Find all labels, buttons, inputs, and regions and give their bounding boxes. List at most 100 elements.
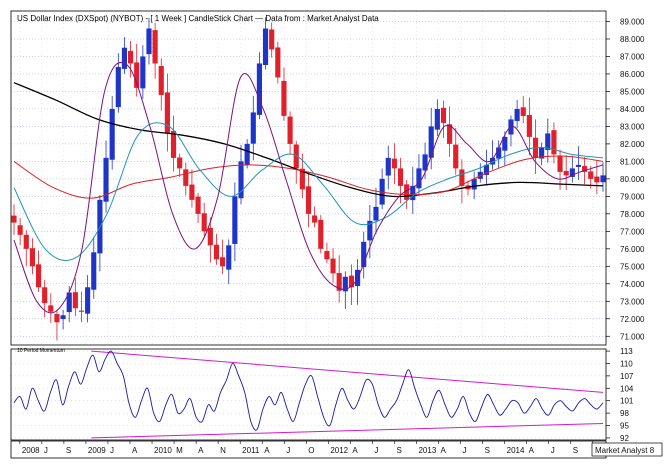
- time-tick-label: 2008: [22, 446, 40, 455]
- candle: [201, 202, 207, 237]
- candle: [103, 140, 109, 213]
- momentum-grid: [11, 350, 606, 439]
- candle: [489, 140, 496, 170]
- candle: [471, 171, 477, 200]
- candle: [293, 140, 299, 184]
- candle: [177, 153, 183, 177]
- momentum-title: 10 Period Momentum: [17, 348, 65, 354]
- price-tick-label: 76.000: [620, 245, 645, 254]
- candle: [17, 217, 23, 246]
- ma-teal-line: [13, 122, 604, 261]
- price-axis: 89.000 88.000 87.000 86.000 85.000 84.000 83.0…: [606, 17, 645, 341]
- time-tick-label: J: [551, 446, 555, 455]
- candle: [453, 128, 459, 175]
- ma-purple-line: [13, 62, 604, 314]
- candle: [330, 248, 336, 283]
- candle: [459, 159, 465, 204]
- candle: [483, 149, 490, 186]
- momentum-series-line: [13, 350, 604, 431]
- momentum-tick-label: 92: [620, 434, 629, 443]
- upper-trendline: [91, 350, 604, 393]
- time-tick-label: S: [485, 446, 490, 455]
- time-tick-label: S: [396, 446, 401, 455]
- candle: [569, 155, 575, 183]
- market-analyst-badge: Market Analyst 8: [591, 442, 663, 457]
- moving-averages: [13, 62, 604, 314]
- candle: [532, 119, 539, 175]
- momentum-tick-label: 101: [620, 397, 634, 406]
- price-tick-label: 84.000: [620, 105, 645, 114]
- time-tick-label: J: [286, 446, 290, 455]
- candle: [48, 293, 54, 323]
- candle: [367, 204, 373, 259]
- momentum-frame: [10, 348, 607, 441]
- candle: [238, 144, 244, 205]
- price-tick-label: 75.000: [620, 262, 645, 271]
- time-tick-label: A: [132, 446, 138, 455]
- price-tick-label: 85.000: [620, 87, 645, 96]
- price-tick-label: 72.000: [620, 315, 645, 324]
- candle: [269, 22, 275, 58]
- price-tick-label: 71.000: [620, 332, 645, 341]
- candle: [397, 157, 404, 204]
- time-tick-label: A: [264, 446, 270, 455]
- candle: [195, 193, 201, 224]
- candle: [526, 97, 532, 156]
- time-tick-label: A: [441, 446, 447, 455]
- time-tick-label: 2013: [418, 446, 436, 455]
- candle: [336, 255, 342, 303]
- price-tick-label: 79.000: [620, 192, 645, 201]
- candle: [146, 17, 152, 65]
- candle: [170, 115, 177, 172]
- candle: [54, 309, 60, 341]
- time-tick-label: 2012: [330, 446, 348, 455]
- price-tick-label: 88.000: [620, 35, 645, 44]
- candle: [416, 154, 422, 195]
- candle: [183, 162, 189, 196]
- time-tick-label: 2011: [242, 446, 260, 455]
- time-tick-label: J: [463, 446, 467, 455]
- momentum-tick-label: 104: [620, 384, 634, 393]
- price-pane-border: [10, 10, 607, 346]
- momentum-tick-label: 113: [620, 347, 633, 356]
- candle: [189, 169, 195, 208]
- price-tick-label: 73.000: [620, 297, 645, 306]
- candle: [305, 171, 312, 228]
- candle: [164, 73, 170, 152]
- candle: [312, 206, 318, 228]
- ma-black-line: [13, 82, 604, 198]
- candle: [477, 163, 483, 183]
- momentum-trendlines: [91, 350, 604, 439]
- lower-trendline: [91, 422, 604, 439]
- candle: [72, 278, 78, 317]
- candle: [29, 238, 35, 275]
- candle: [158, 58, 164, 111]
- candle: [91, 236, 97, 299]
- candle: [250, 95, 256, 161]
- time-tick-label: J: [110, 446, 114, 455]
- candle: [391, 143, 397, 185]
- candle: [134, 43, 140, 97]
- price-tick-label: 82.000: [620, 140, 645, 149]
- price-tick-label: 77.000: [620, 227, 645, 236]
- price-tick-label: 74.000: [620, 280, 645, 289]
- candle: [318, 215, 324, 254]
- time-tick-label: J: [374, 446, 378, 455]
- candle: [35, 250, 42, 292]
- price-tick-label: 89.000: [620, 17, 645, 26]
- candle: [287, 111, 293, 155]
- momentum-tick-label: 110: [620, 359, 633, 368]
- candle: [140, 45, 146, 99]
- candle: [379, 168, 385, 210]
- candle: [281, 67, 287, 121]
- candle: [275, 41, 281, 84]
- main-frame: [10, 10, 607, 346]
- candle: [575, 146, 582, 181]
- candle: [410, 166, 416, 214]
- candle: [97, 195, 103, 272]
- time-tick-label: O: [308, 446, 314, 455]
- candle: [121, 37, 128, 74]
- candle: [385, 145, 391, 190]
- badge-box: [591, 442, 663, 457]
